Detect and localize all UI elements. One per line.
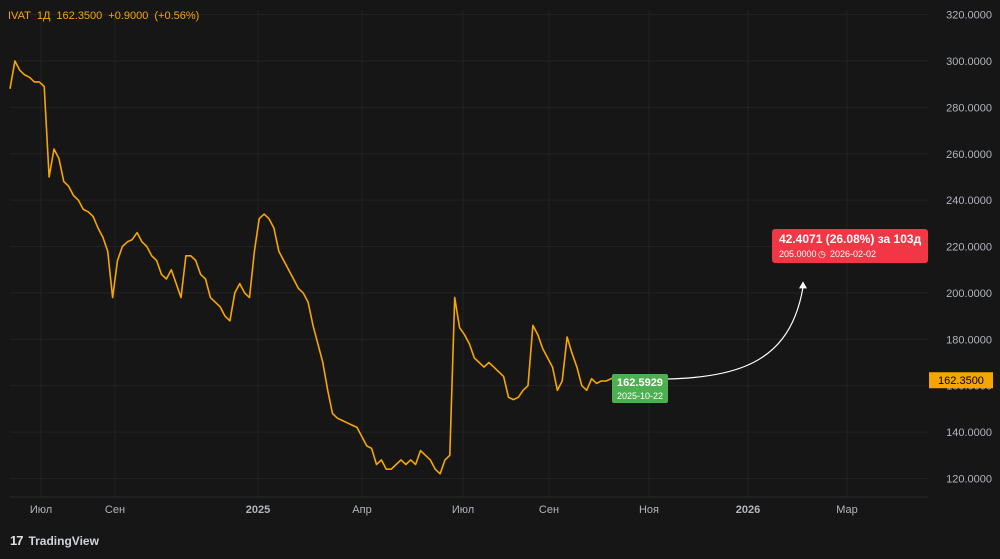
last-price: 162.3500 bbox=[56, 10, 103, 22]
interval[interactable]: 1Д bbox=[36, 10, 51, 22]
y-tick-label: 200.0000 bbox=[946, 288, 992, 300]
y-tick-label: 280.0000 bbox=[946, 102, 992, 114]
x-tick-label: Июл bbox=[30, 504, 52, 516]
x-tick-label: Сен bbox=[105, 504, 125, 516]
start-label-box bbox=[612, 374, 668, 403]
x-tick-label: Апр bbox=[352, 504, 371, 516]
change-summary-label: 42.4071 (26.08%) за 103д bbox=[779, 232, 922, 246]
brand-name: TradingView bbox=[28, 533, 99, 548]
target-date-label: 2026-02-02 bbox=[830, 249, 876, 259]
x-tick-label: Ноя bbox=[639, 504, 659, 516]
branding[interactable]: 17 TradingView bbox=[10, 533, 99, 548]
projection-arrowhead bbox=[799, 281, 807, 289]
y-tick-label: 240.0000 bbox=[946, 195, 992, 207]
target-value-label: 205.0000 bbox=[779, 249, 817, 259]
price-change: +0.9000 bbox=[108, 10, 149, 22]
x-tick-label: Мар bbox=[836, 504, 858, 516]
start-date-label: 2025-10-22 bbox=[617, 391, 663, 401]
y-tick-label: 180.0000 bbox=[946, 334, 992, 346]
price-line bbox=[9, 60, 617, 475]
y-tick-label: 140.0000 bbox=[946, 427, 992, 439]
projection-curve bbox=[630, 287, 804, 381]
y-tick-label: 260.0000 bbox=[946, 149, 992, 161]
target-label-box bbox=[772, 229, 928, 263]
x-tick-label: Июл bbox=[452, 504, 474, 516]
y-tick-label: 300.0000 bbox=[946, 56, 992, 68]
clock-icon: ◷ bbox=[818, 249, 826, 259]
price-change-pct: (+0.56%) bbox=[154, 10, 200, 22]
x-tick-label: 2026 bbox=[736, 504, 760, 516]
y-tick-label: 320.0000 bbox=[946, 10, 992, 22]
symbol-name[interactable]: IVAT bbox=[8, 10, 31, 22]
x-tick-label: Сен bbox=[539, 504, 559, 516]
last-price-axis-label: 162.3500 bbox=[938, 375, 984, 387]
tradingview-logo-icon: 17 bbox=[10, 533, 24, 548]
last-price-axis-box bbox=[929, 372, 993, 389]
y-tick-label: 220.0000 bbox=[946, 242, 992, 254]
symbol-legend: IVAT 1Д 162.3500 +0.9000 (+0.56%) bbox=[8, 10, 205, 22]
y-tick-label: 120.0000 bbox=[946, 473, 992, 485]
start-value-label: 162.5929 bbox=[617, 377, 663, 389]
x-tick-label: 2025 bbox=[246, 504, 270, 516]
